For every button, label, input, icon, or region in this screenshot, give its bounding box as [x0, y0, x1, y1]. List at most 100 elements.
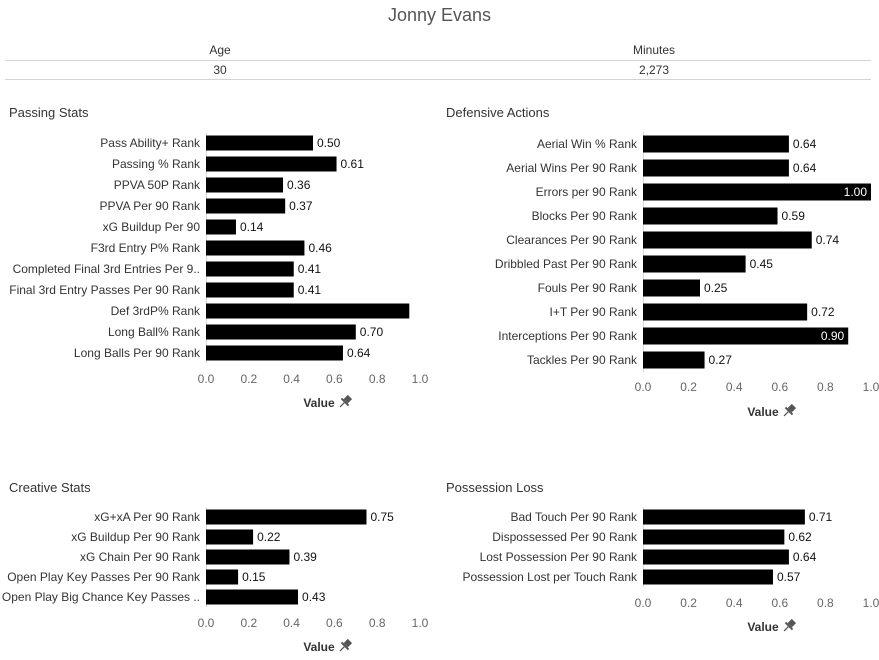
chart3-category-label: xG+xA Per 90 Rank: [94, 510, 201, 524]
chart1-bar: [206, 135, 313, 151]
chart2-category-label: Blocks Per 90 Rank: [532, 209, 638, 223]
chart1-bar: [206, 282, 294, 298]
chart3-category-label: xG Buildup Per 90 Rank: [71, 530, 201, 544]
chart4-bar: [643, 509, 805, 525]
chart2-tick-label: 0.6: [771, 380, 788, 394]
chart1-bar: [206, 324, 356, 340]
chart2-category-label: I+T Per 90 Rank: [550, 305, 638, 319]
chart1-data-label: 0.46: [308, 241, 332, 255]
chart1-data-label: 0.61: [341, 157, 365, 171]
chart3-tick-label: 0.2: [240, 616, 257, 630]
chart1-bar: [206, 345, 343, 361]
chart2-data-label: 0.64: [793, 161, 817, 175]
chart3-tick-label: 1.0: [412, 616, 429, 630]
chart3-category-label: Open Play Key Passes Per 90 Rank: [7, 570, 201, 584]
chart2-data-label: 0.74: [816, 233, 840, 247]
chart1-bar: [206, 177, 284, 193]
chart2-tick-label: 0.8: [817, 380, 834, 394]
chart4-title: Possession Loss: [446, 480, 544, 495]
chart3-tick-label: 0.8: [369, 616, 386, 630]
chart1-data-label: 0.14: [240, 220, 264, 234]
chart4-category-label: Dispossessed Per 90 Rank: [492, 530, 638, 544]
minutes-value: 2,273: [638, 63, 670, 77]
chart1-tick-label: 0.8: [369, 372, 386, 386]
chart1-data-label: 0.41: [298, 283, 322, 297]
chart2-data-label: 0.27: [709, 353, 733, 367]
chart1-category-label: Final 3rd Entry Passes Per 90 Rank: [9, 283, 201, 297]
chart3-tick-label: 0.6: [326, 616, 343, 630]
chart2-bar: [643, 207, 778, 225]
chart4-data-label: 0.64: [793, 550, 817, 564]
chart1-data-label: 0.41: [298, 262, 322, 276]
stats-divider-top: [5, 60, 871, 61]
chart4-data-label: 0.62: [788, 530, 812, 544]
chart2-category-label: Interceptions Per 90 Rank: [498, 329, 638, 343]
chart2-data-label: 0.72: [811, 305, 835, 319]
chart4-tick-label: 0.6: [771, 596, 788, 610]
chart2-category-label: Tackles Per 90 Rank: [527, 353, 638, 367]
chart2-bar: [643, 231, 812, 249]
chart2-tick-label: 0.4: [726, 380, 743, 394]
chart2-bar: [643, 135, 789, 153]
chart2-category-label: Clearances Per 90 Rank: [506, 233, 638, 247]
chart2-data-label: 0.59: [782, 209, 806, 223]
chart3-data-label: 0.43: [302, 590, 326, 604]
chart1-category-label: Long Balls Per 90 Rank: [74, 346, 201, 360]
chart2-title: Defensive Actions: [446, 105, 550, 120]
chart4-bar: [643, 569, 773, 585]
pin-icon[interactable]: [337, 638, 354, 655]
chart2-bar: [643, 159, 789, 177]
chart1-category-label: Def 3rdP% Rank: [111, 304, 201, 318]
chart1-tick-label: 0.0: [198, 372, 215, 386]
chart4-tick-label: 0.4: [726, 596, 743, 610]
pin-icon[interactable]: [781, 403, 798, 420]
chart1-bar: [206, 261, 294, 277]
chart2-tick-label: 1.0: [863, 380, 879, 394]
pin-icon[interactable]: [337, 394, 354, 411]
chart4-tick-label: 0.2: [680, 596, 697, 610]
chart1-tick-label: 0.4: [283, 372, 300, 386]
chart2-category-label: Aerial Win % Rank: [537, 137, 638, 151]
chart4-category-label: Lost Possession Per 90 Rank: [480, 550, 638, 564]
chart1-category-label: PPVA Per 90 Rank: [100, 199, 202, 213]
age-header: Age: [209, 43, 231, 57]
chart1-data-label: 0.50: [317, 136, 341, 150]
chart3-category-label: xG Chain Per 90 Rank: [80, 550, 201, 564]
pin-icon[interactable]: [781, 618, 798, 635]
chart1-category-label: Pass Ability+ Rank: [100, 136, 201, 150]
chart3-data-label: 0.22: [257, 530, 281, 544]
age-value: 30: [213, 63, 227, 77]
chart2-category-label: Aerial Wins Per 90 Rank: [506, 161, 638, 175]
chart1-data-label: 0.70: [360, 325, 384, 339]
chart1-data-label: 0.37: [289, 199, 313, 213]
minutes-header: Minutes: [632, 43, 676, 57]
chart4-tick-label: 0.0: [635, 596, 652, 610]
chart2-tick-label: 0.0: [635, 380, 652, 394]
chart1-bar: [206, 240, 305, 256]
chart1-category-label: xG Buildup Per 90: [103, 220, 201, 234]
chart2-bar: [643, 183, 871, 201]
chart3-tick-label: 0.4: [283, 616, 300, 630]
chart1-category-label: PPVA 50P Rank: [114, 178, 201, 192]
chart1-title: Passing Stats: [9, 105, 89, 120]
chart1-bar: [206, 156, 337, 172]
chart3-tick-label: 0.0: [198, 616, 215, 630]
chart4-data-label: 0.57: [777, 570, 801, 584]
chart3-bar: [206, 589, 299, 605]
chart2-bar: [643, 351, 705, 369]
chart3-title: Creative Stats: [9, 480, 91, 495]
chart1-category-label: F3rd Entry P% Rank: [91, 241, 201, 255]
chart4-category-label: Possession Lost per Touch Rank: [462, 570, 638, 584]
page-title: Jonny Evans: [387, 5, 492, 25]
chart2-data-label: 0.45: [750, 257, 774, 271]
chart2-axis-label: Value: [747, 405, 779, 419]
chart2-category-label: Errors per 90 Rank: [536, 185, 638, 199]
chart2-bar: [643, 279, 700, 297]
chart3-data-label: 0.15: [242, 570, 266, 584]
chart3-data-label: 0.75: [371, 510, 395, 524]
chart1-data-label: 0.36: [287, 178, 311, 192]
chart3-bar: [206, 549, 290, 565]
chart4-axis-label: Value: [747, 620, 779, 634]
chart4-bar: [643, 529, 785, 545]
